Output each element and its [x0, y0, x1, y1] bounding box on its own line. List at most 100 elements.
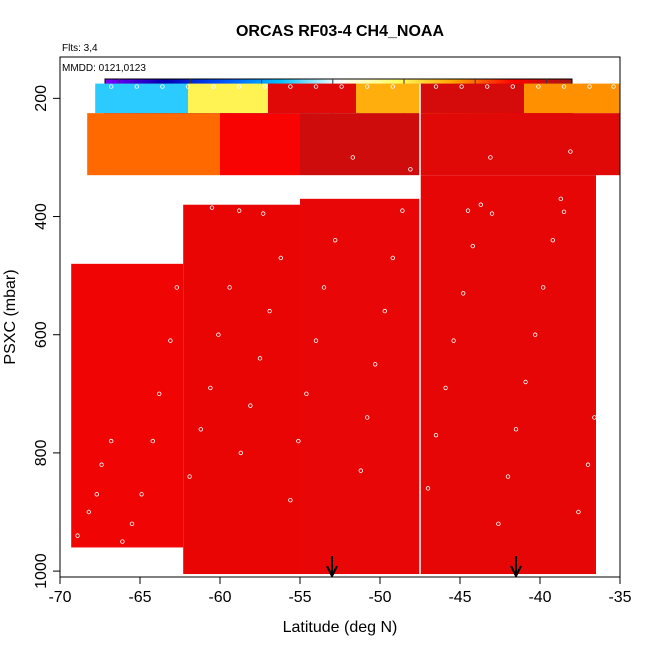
flight-track-point — [134, 84, 139, 89]
flight-track-point — [611, 84, 616, 89]
sample-point — [523, 379, 528, 385]
sample-point — [451, 338, 456, 343]
position-arrow-head — [326, 565, 338, 577]
sample-point — [187, 474, 192, 479]
sample-point — [168, 338, 173, 343]
sample-point — [288, 497, 293, 503]
sample-point — [304, 391, 309, 397]
sample-point — [139, 492, 144, 497]
sample-point — [313, 338, 319, 343]
sample-point — [75, 533, 80, 538]
x-tick-label: -50 — [368, 589, 391, 606]
flight-track-point — [485, 84, 490, 89]
sample-point — [267, 308, 272, 314]
flight-track-point — [236, 84, 242, 89]
flights-label: Flts: 3,4 — [62, 43, 98, 54]
sample-point — [358, 468, 363, 473]
flight-track-point — [510, 84, 515, 89]
flight-track-point — [536, 84, 541, 89]
x-tick-label: -70 — [48, 589, 71, 606]
sample-point — [533, 332, 538, 337]
heatmap-layer — [87, 113, 220, 176]
sample-point — [261, 211, 266, 216]
sample-point — [296, 438, 301, 444]
heatmap-layer — [188, 83, 268, 114]
sample-point — [174, 285, 179, 290]
sample-point — [408, 167, 413, 172]
y-tick-label: 1000 — [33, 553, 50, 589]
flight-track-point — [211, 84, 216, 89]
x-axis: -70 -65 -60 -55 -50 -45 -40 -35 — [48, 577, 632, 606]
x-tick-label: -40 — [528, 589, 551, 606]
sample-point — [208, 385, 213, 391]
sample-point — [248, 403, 253, 408]
flight-track-point — [365, 84, 370, 89]
flight-track-point — [160, 84, 165, 89]
y-axis-label: PSXC (mbar) — [2, 269, 19, 364]
sample-point — [129, 521, 135, 527]
flight-track-point — [561, 84, 567, 89]
plot-area — [71, 83, 620, 577]
sample-point — [198, 427, 203, 432]
sample-point — [461, 291, 466, 296]
sample-point — [585, 462, 591, 467]
x-tick-label: -65 — [128, 589, 151, 606]
x-tick-label: -35 — [608, 589, 631, 606]
sample-point — [513, 427, 519, 432]
sample-point — [433, 432, 439, 438]
chart-title: ORCAS RF03-4 CH4_NOAA — [236, 23, 444, 40]
sample-point — [496, 521, 501, 527]
sample-point — [489, 211, 495, 216]
x-tick-label: -60 — [208, 589, 231, 606]
y-tick-label: 600 — [33, 321, 50, 348]
flight-track-point — [313, 84, 319, 89]
heatmap-layer — [420, 83, 524, 114]
sample-point — [209, 205, 215, 210]
sample-point — [108, 438, 114, 444]
sample-point — [238, 450, 243, 456]
y-axis: 200 400 600 800 1000 — [33, 85, 60, 589]
sample-point — [400, 208, 405, 213]
sample-point — [148, 208, 154, 213]
flight-track-point — [390, 84, 395, 89]
sample-point — [365, 415, 370, 420]
flight-track-point — [459, 84, 464, 89]
heatmap-layer — [420, 113, 620, 176]
heatmap-column — [183, 204, 300, 575]
sample-point — [478, 202, 483, 207]
sample-point — [120, 539, 125, 544]
sample-point — [350, 155, 355, 160]
heatmap-column — [300, 198, 420, 575]
sample-point — [333, 237, 338, 243]
sample-point — [94, 492, 99, 497]
flight-track-point — [262, 84, 267, 89]
x-axis-label: Latitude (deg N) — [283, 619, 398, 636]
sample-point — [236, 208, 242, 213]
sample-point — [216, 332, 221, 337]
x-tick-label: -45 — [448, 589, 471, 606]
heatmap-column — [420, 175, 596, 575]
flight-track-point — [433, 84, 439, 89]
sample-point — [278, 255, 283, 261]
sample-point — [505, 474, 511, 479]
flight-track-point — [339, 84, 344, 89]
sample-point — [321, 285, 327, 290]
sample-point — [443, 385, 448, 391]
flight-track-point — [185, 84, 191, 89]
flight-track-point — [288, 84, 293, 89]
heatmap-column — [71, 263, 184, 548]
sample-point — [86, 509, 91, 515]
sample-point — [390, 255, 395, 261]
sample-point — [257, 356, 263, 361]
position-arrow-head — [510, 565, 522, 577]
sample-point — [470, 243, 475, 249]
sample-point — [541, 285, 546, 290]
sample-point — [592, 415, 597, 420]
sample-point — [382, 308, 387, 314]
sample-point — [99, 462, 104, 467]
flight-track-point — [108, 84, 114, 89]
sample-point — [227, 285, 232, 290]
sample-point — [341, 190, 346, 196]
heatmap-layer — [524, 83, 620, 114]
